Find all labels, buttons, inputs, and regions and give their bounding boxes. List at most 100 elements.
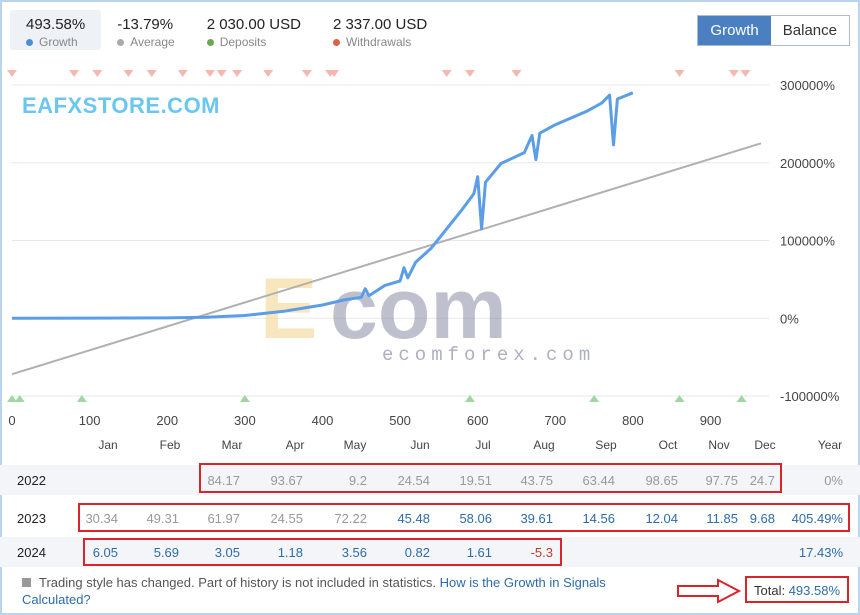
month-label: Nov [708,438,730,452]
info-square-icon [22,578,31,587]
x-tick-label: 0 [8,413,15,428]
stat-withdrawals[interactable]: 2 337.00 USD Withdrawals [317,10,443,50]
month-value: 49.31 [146,511,179,526]
month-value: 9.2 [348,473,367,488]
row-year: 2022 [17,473,46,488]
watermark-eafxstore: EAFXSTORE.COM [22,93,221,118]
stat-withdrawals-label: Withdrawals [345,35,412,49]
stats-bar: 493.58% Growth -13.79% Average 2 030.00 … [10,10,443,56]
month-value: 24.54 [397,473,430,488]
stat-deposits-value: 2 030.00 USD [206,16,301,33]
stat-withdrawals-value: 2 337.00 USD [332,16,428,33]
withdrawal-marker [7,70,17,77]
growth-button[interactable]: Growth [698,16,771,45]
withdrawal-marker [232,70,243,77]
withdrawal-marker [441,70,452,77]
month-value: 19.51 [459,473,492,488]
balance-button[interactable]: Balance [770,16,849,45]
growth-dot-icon [26,39,33,47]
month-label: Aug [533,438,555,452]
month-value: 1.61 [466,545,492,560]
stat-growth-label: Growth [39,35,78,49]
month-label: Jul [475,438,491,452]
row-year: 2024 [17,545,46,560]
withdrawal-marker [177,70,188,77]
row-year: 2023 [17,511,46,526]
stat-average-label: Average [130,35,175,49]
withdrawals-dot-icon [332,39,340,47]
month-header: Jan Feb Mar Apr May Jun Jul Aug Sep Oct Nov Dec Year [0,438,860,456]
table-row: 2022 84.17 93.67 9.2 24.54 19.51 43.75 63.44 98.… [0,465,860,495]
withdrawal-marker [92,70,103,77]
watermark-logo: com [330,261,507,357]
x-tick-label: 100 [79,413,101,428]
x-tick-label: 800 [622,413,644,428]
deposit-marker [14,395,25,402]
x-tick-label: 500 [389,413,411,428]
month-label: Year [817,438,843,452]
deposit-marker [589,395,600,402]
deposit-marker [76,395,87,402]
withdrawal-marker [740,70,751,77]
stat-average[interactable]: -13.79% Average [101,10,190,50]
month-value: 61.97 [207,511,240,526]
growth-calc-link[interactable]: How is the Growth in Signals Calculated? [22,575,606,607]
month-value: 72.22 [334,511,367,526]
withdrawal-marker [123,70,134,77]
note-text: Trading style has changed. Part of histo… [39,575,436,590]
month-value: 63.44 [582,473,615,488]
month-label: Jan [98,438,118,452]
month-value: 97.75 [705,473,738,488]
withdrawal-marker [329,70,340,77]
month-value: 11.85 [706,511,738,526]
stat-growth[interactable]: 493.58% Growth [10,10,102,50]
withdrawal-marker [204,70,215,77]
deposit-marker [674,395,685,402]
withdrawal-marker [674,70,685,77]
stat-average-value: -13.79% [117,16,174,33]
withdrawal-marker [511,70,522,77]
month-value: 9.68 [749,511,775,526]
highlight-box-2022 [199,463,782,493]
average-dot-icon [117,39,125,47]
withdrawal-marker [263,70,274,77]
month-value: 5.69 [153,545,179,560]
total-label: Total: [754,583,786,598]
y-tick-label: 0% [780,311,799,326]
month-value: 14.56 [582,511,615,526]
withdrawal-marker [146,70,157,77]
x-tick-label: 400 [312,413,334,428]
month-value: 24.55 [270,511,303,526]
deposit-marker [239,395,250,402]
month-label: Sep [595,438,617,452]
year-total: 0% [824,473,843,488]
stat-growth-value: 493.58% [26,16,86,33]
month-value: 12.04 [645,511,678,526]
total-value: 493.58% [788,583,841,598]
x-tick-label: 900 [700,413,722,428]
month-value: 24.7 [749,473,775,488]
x-tick-label: 700 [544,413,566,428]
watermark-sub: ecomforex.com [382,344,595,366]
year-total: 405.49% [791,511,843,526]
month-value: 98.65 [645,473,678,488]
month-label: Jun [410,438,430,452]
x-tick-label: 300 [234,413,256,428]
growth-chart: -100000% 0% 100000% 200000% 300000% 0 100 200 30… [7,70,840,428]
month-value: 39.61 [520,511,553,526]
month-value: 3.56 [341,545,367,560]
month-value: 0.82 [404,545,430,560]
withdrawal-marker [464,70,475,77]
month-label: Mar [221,438,243,452]
withdrawal-marker [728,70,739,77]
month-value: 43.75 [520,473,553,488]
withdrawal-marker [216,70,227,77]
month-label: Dec [754,438,776,452]
month-label: May [343,438,367,452]
deposit-marker [7,395,17,402]
stat-deposits[interactable]: 2 030.00 USD Deposits [191,10,317,50]
month-label: Oct [658,438,678,452]
y-tick-label: 100000% [780,234,835,249]
deposit-marker [736,395,747,402]
